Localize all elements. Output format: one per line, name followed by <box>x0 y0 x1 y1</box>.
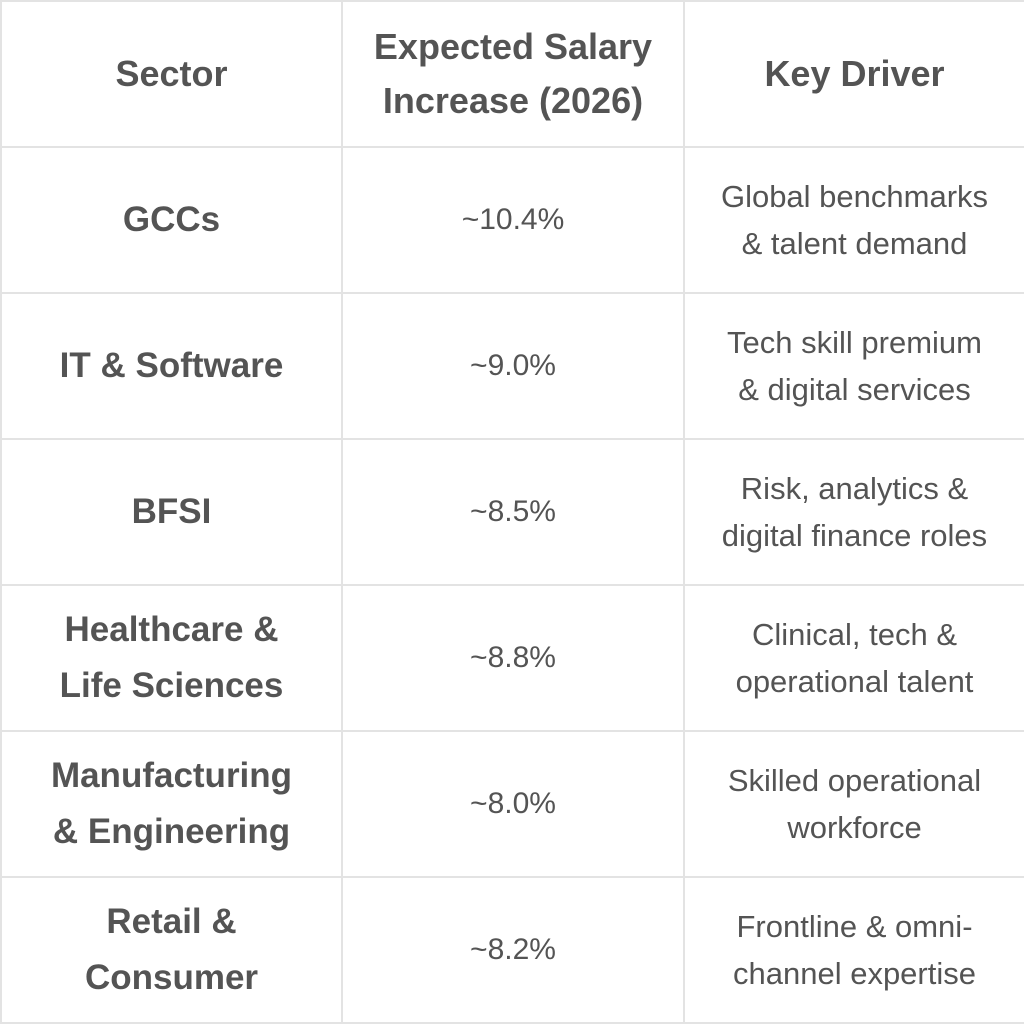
salary-cell: ~8.5% <box>341 438 685 586</box>
driver-cell: Frontline & omni-channel expertise <box>683 876 1024 1024</box>
sector-cell: Manufacturing & Engineering <box>0 730 343 878</box>
salary-cell: ~9.0% <box>341 292 685 440</box>
sector-cell: Healthcare & Life Sciences <box>0 584 343 732</box>
header-key-driver: Key Driver <box>683 0 1024 148</box>
table-row: Retail & Consumer ~8.2% Frontline & omni-… <box>0 876 1024 1024</box>
driver-cell: Risk, analytics & digital finance roles <box>683 438 1024 586</box>
sector-cell: BFSI <box>0 438 343 586</box>
salary-cell: ~8.8% <box>341 584 685 732</box>
driver-cell: Clinical, tech & operational talent <box>683 584 1024 732</box>
salary-cell: ~8.0% <box>341 730 685 878</box>
table-row: IT & Software ~9.0% Tech skill premium & … <box>0 292 1024 440</box>
salary-cell: ~10.4% <box>341 146 685 294</box>
sector-cell: GCCs <box>0 146 343 294</box>
driver-cell: Skilled operational workforce <box>683 730 1024 878</box>
table-row: Manufacturing & Engineering ~8.0% Skilled… <box>0 730 1024 878</box>
table-row: GCCs ~10.4% Global benchmarks & talent de… <box>0 146 1024 294</box>
salary-cell: ~8.2% <box>341 876 685 1024</box>
driver-cell: Tech skill premium & digital services <box>683 292 1024 440</box>
header-row: Sector Expected Salary Increase (2026) K… <box>0 0 1024 148</box>
table-row: BFSI ~8.5% Risk, analytics & digital fina… <box>0 438 1024 586</box>
sector-cell: Retail & Consumer <box>0 876 343 1024</box>
header-sector: Sector <box>0 0 343 148</box>
table-row: Healthcare & Life Sciences ~8.8% Clinical… <box>0 584 1024 732</box>
header-salary-increase: Expected Salary Increase (2026) <box>341 0 685 148</box>
sector-cell: IT & Software <box>0 292 343 440</box>
driver-cell: Global benchmarks & talent demand <box>683 146 1024 294</box>
